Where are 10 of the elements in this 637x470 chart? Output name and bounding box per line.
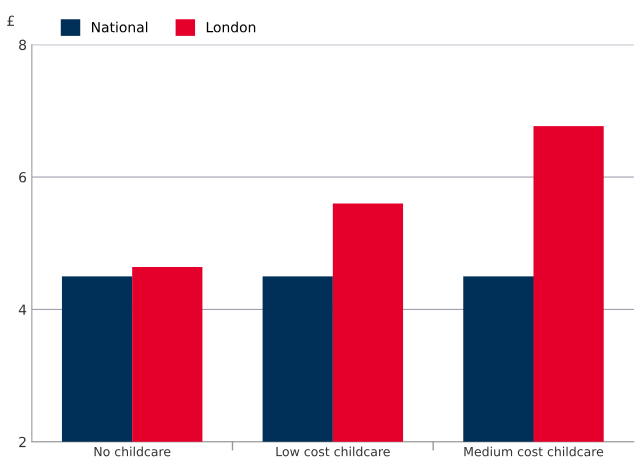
y-tick-label: 6 <box>19 172 26 183</box>
y-tick-label: 2 <box>19 436 26 448</box>
legend-label: London <box>206 22 256 32</box>
y-tick-label: 8 <box>19 40 26 50</box>
x-tick-label: Medium cost childcare <box>464 446 604 456</box>
legend-label: National <box>92 22 148 32</box>
x-tick-label: Low cost childcare <box>276 446 390 456</box>
x-tick-label: No childcare <box>94 446 170 456</box>
y-axis-title: £ <box>7 16 14 26</box>
y-tick-label: 4 <box>18 304 26 315</box>
